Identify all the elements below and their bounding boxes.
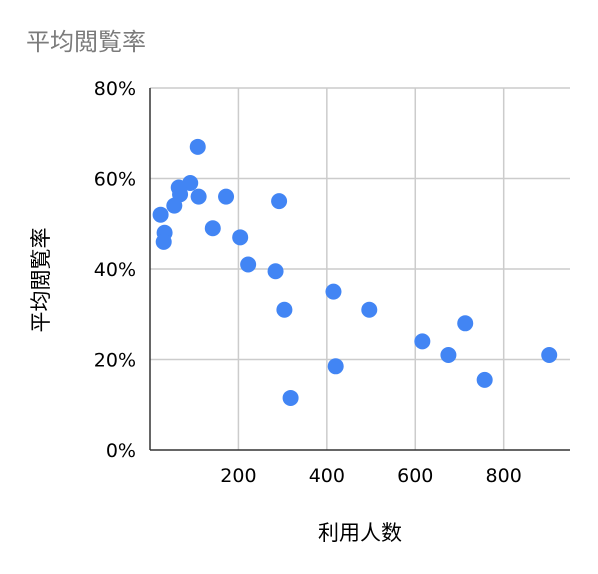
data-point-4 bbox=[190, 188, 207, 205]
axes bbox=[149, 88, 570, 451]
y-tick-label: 80% bbox=[94, 78, 136, 100]
chart-title: 平均閲覧率 bbox=[26, 28, 146, 56]
data-point-11 bbox=[204, 220, 221, 237]
y-tick-label: 20% bbox=[94, 350, 136, 372]
x-tick-label: 200 bbox=[220, 465, 256, 487]
y-tick-label: 40% bbox=[94, 259, 136, 281]
x-tick-label: 600 bbox=[397, 465, 433, 487]
data-point-10 bbox=[155, 233, 172, 250]
data-point-16 bbox=[276, 301, 293, 318]
data-point-5 bbox=[218, 188, 235, 205]
data-point-24 bbox=[282, 389, 299, 406]
data-point-13 bbox=[240, 256, 257, 273]
tick-labels: 0% 20% 40% 60% 80% 200 400 600 800 bbox=[94, 78, 522, 487]
data-point-17 bbox=[361, 301, 378, 318]
data-point-18 bbox=[457, 315, 474, 332]
y-axis-title: 平均閲覧率 bbox=[29, 228, 53, 333]
data-point-22 bbox=[327, 358, 344, 375]
data-point-6 bbox=[166, 197, 183, 214]
y-tick-label: 0% bbox=[106, 440, 136, 462]
data-point-7 bbox=[152, 206, 169, 223]
data-point-19 bbox=[414, 333, 431, 350]
data-point-14 bbox=[267, 263, 284, 280]
data-point-12 bbox=[232, 229, 249, 246]
data-point-0 bbox=[189, 138, 206, 155]
y-tick-label: 60% bbox=[94, 169, 136, 191]
x-axis-title: 利用人数 bbox=[318, 521, 402, 545]
data-point-15 bbox=[325, 283, 342, 300]
data-point-21 bbox=[541, 346, 558, 363]
data-points bbox=[152, 138, 558, 406]
data-point-23 bbox=[476, 371, 493, 388]
gridlines bbox=[150, 87, 570, 450]
x-tick-label: 800 bbox=[486, 465, 522, 487]
x-tick-label: 400 bbox=[309, 465, 345, 487]
data-point-20 bbox=[440, 346, 457, 363]
data-point-8 bbox=[271, 193, 288, 210]
